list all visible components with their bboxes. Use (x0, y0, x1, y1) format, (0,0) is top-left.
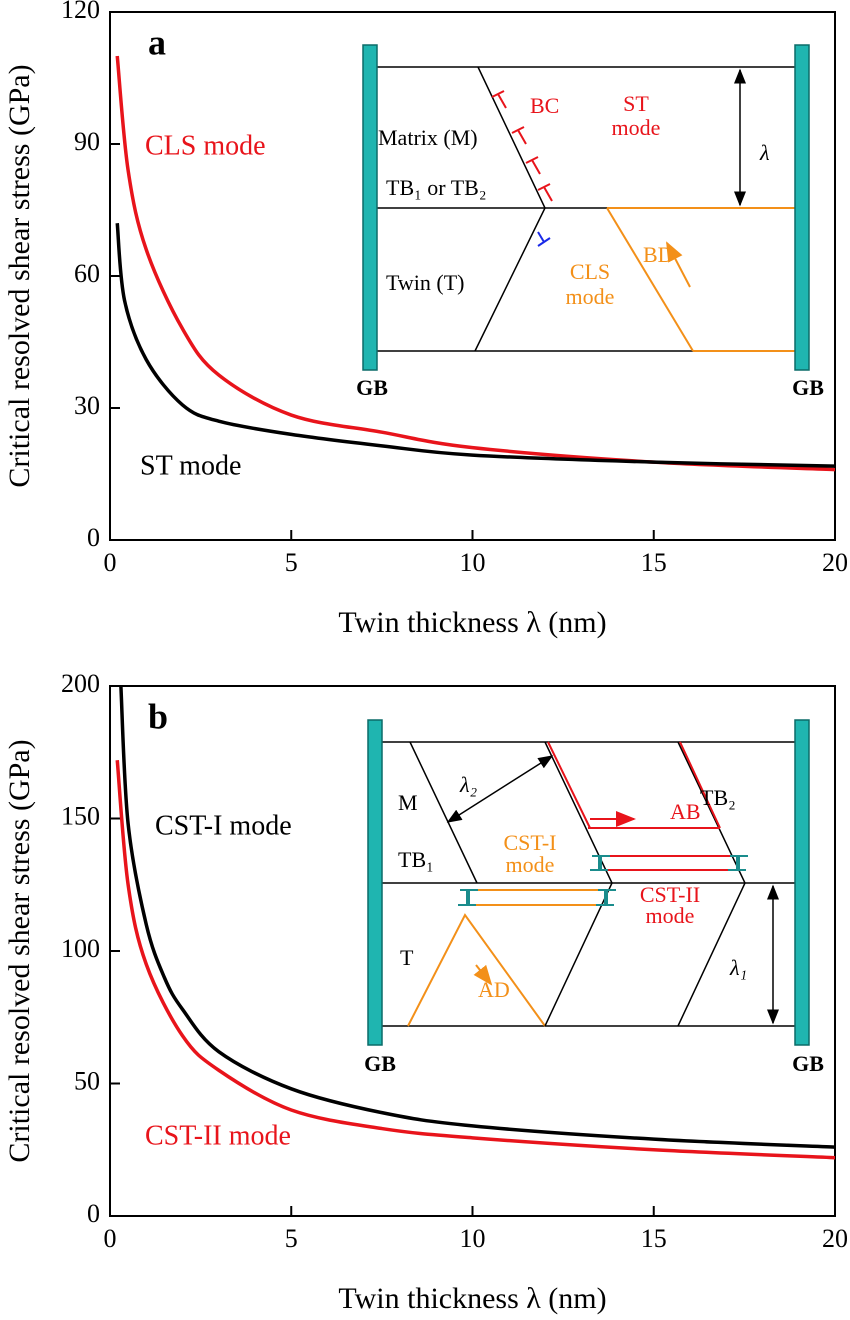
y-tick-label: 90 (74, 127, 100, 156)
x-tick-label: 20 (822, 548, 848, 577)
x-tick-label: 15 (641, 548, 667, 577)
x-tick-label: 10 (460, 1224, 486, 1253)
inset-label: TB₁ or TB₂ (386, 175, 487, 200)
inset-label: TB₂ (700, 785, 736, 810)
y-axis-label: Critical resolved shear stress (GPa) (3, 64, 36, 487)
y-tick-label: 150 (61, 801, 100, 830)
inset-label: GB (792, 375, 824, 400)
inset-label: Twin (T) (386, 270, 465, 295)
inset-label: mode (646, 903, 695, 928)
inset-label: BC (530, 93, 559, 118)
inset-label: mode (612, 115, 661, 140)
x-tick-label: 10 (460, 548, 486, 577)
inset-label: M (398, 790, 418, 815)
x-tick-label: 20 (822, 1224, 848, 1253)
panel-label: b (148, 696, 168, 736)
x-tick-label: 5 (285, 548, 298, 577)
inset-label: λ (759, 140, 770, 165)
x-tick-label: 5 (285, 1224, 298, 1253)
inset-label: T (400, 945, 414, 970)
inset-label: GB (792, 1051, 824, 1076)
inset-a: BC ST mode Matrix (M) λ TB₁ or TB₂ Twin … (356, 44, 824, 400)
series-label: ST mode (140, 450, 241, 481)
inset-label: ST (623, 91, 649, 116)
x-tick-label: 15 (641, 1224, 667, 1253)
data-line (115, 760, 836, 1160)
data-line (119, 685, 836, 1149)
inset-label: CLS (570, 259, 610, 284)
x-axis-label: Twin thickness λ (nm) (338, 1282, 606, 1315)
inset-label: λ₁ (729, 955, 747, 980)
inset-label: CST-II (640, 882, 700, 907)
data-line (115, 55, 836, 472)
inset-label: BD (643, 242, 674, 267)
y-tick-label: 30 (74, 391, 100, 420)
y-tick-label: 200 (61, 669, 100, 698)
inset-label: TB₁ (398, 847, 434, 872)
series-label: CST-II mode (145, 1120, 291, 1151)
inset-label: CST-I (504, 830, 557, 855)
x-tick-label: 0 (104, 548, 117, 577)
panel-label: a (148, 22, 166, 62)
y-axis-label: Critical resolved shear stress (GPa) (3, 739, 36, 1162)
y-tick-label: 60 (74, 259, 100, 288)
inset-label: AD (478, 977, 510, 1002)
data-line (115, 223, 836, 468)
inset-label: λ₂ (459, 772, 478, 797)
series-label: CST-I mode (155, 810, 292, 841)
inset-label: GB (364, 1051, 396, 1076)
inset-label: GB (356, 375, 388, 400)
inset-label: AB (670, 799, 701, 824)
y-tick-label: 100 (61, 934, 100, 963)
x-tick-label: 0 (104, 1224, 117, 1253)
y-tick-label: 50 (74, 1066, 100, 1095)
series-label: CLS mode (145, 130, 266, 161)
y-tick-label: 0 (87, 523, 100, 552)
y-tick-label: 120 (61, 0, 100, 24)
inset-b: M λ₂ TB₂ AB TB₁ CST-I mode CST-II mode T… (364, 719, 824, 1076)
inset-label: Matrix (M) (378, 125, 478, 150)
inset-label: mode (566, 284, 615, 309)
x-axis-label: Twin thickness λ (nm) (338, 606, 606, 639)
panel: 0 5 10 15 20 0 30 60 90 120 Twin thickness λ (nm) C… (3, 0, 848, 639)
inset-label: mode (506, 852, 555, 877)
y-tick-label: 0 (87, 1199, 100, 1228)
